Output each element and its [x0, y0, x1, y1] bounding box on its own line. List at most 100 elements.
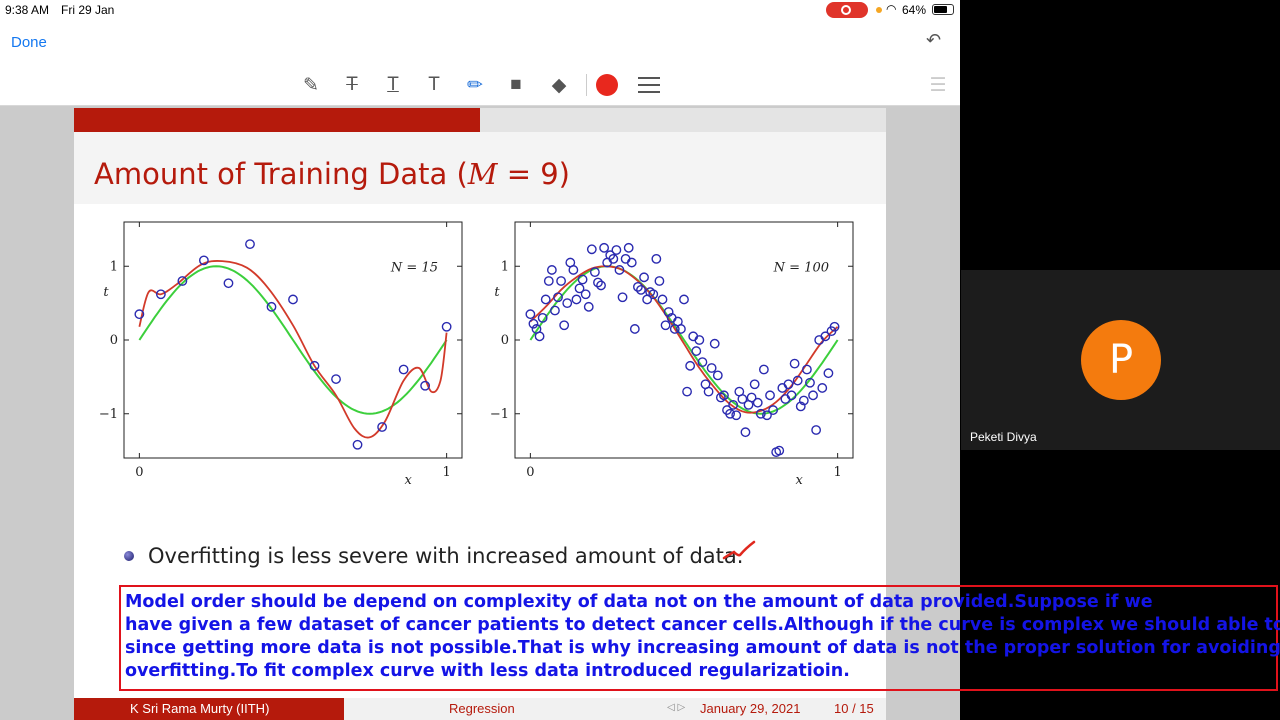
data-point	[155, 289, 166, 300]
data-point	[398, 364, 409, 375]
fitted-polynomial-curve	[138, 260, 448, 439]
list-icon[interactable]: ☰	[929, 74, 947, 96]
red-color-swatch	[596, 74, 618, 96]
data-point	[811, 425, 822, 435]
caption-line: have given a few dataset of cancer patie…	[125, 615, 1280, 635]
x-tick-label: 1	[833, 465, 841, 480]
data-point	[731, 410, 742, 421]
data-point	[792, 375, 803, 386]
data-point	[528, 318, 539, 329]
data-point	[660, 320, 671, 331]
data-point	[633, 282, 643, 292]
data-point	[697, 357, 708, 368]
eraser-icon[interactable]: ◆	[551, 74, 567, 96]
data-point	[309, 360, 320, 371]
data-point	[608, 253, 619, 264]
data-point	[682, 386, 692, 397]
toolbar-divider	[586, 74, 587, 96]
chart-n15: 1 0 −1 0 1 x t N = 15	[99, 221, 463, 488]
participant-tile[interactable]: P Peketi Divya	[961, 270, 1280, 450]
data-point	[586, 244, 597, 255]
data-point	[614, 265, 625, 275]
title-prefix: Amount of Training Data (	[94, 157, 468, 191]
caption-line: since getting more data is not possible.…	[125, 638, 1280, 658]
data-point	[749, 379, 760, 390]
data-point	[774, 445, 785, 456]
data-point	[798, 395, 809, 406]
bullet-icon	[124, 551, 134, 561]
data-point	[685, 360, 696, 371]
data-point	[725, 408, 735, 419]
bullet-item: Overfitting is less severe with increase…	[124, 544, 743, 568]
data-point	[611, 245, 622, 255]
wifi-icon: ◠	[886, 2, 897, 16]
data-point	[223, 278, 234, 289]
data-point	[441, 321, 452, 332]
beamer-nav-icon[interactable]: ◁ ▷	[667, 702, 686, 713]
text-icon[interactable]: T	[428, 74, 440, 95]
strikethrough-text-icon[interactable]: T	[346, 74, 358, 95]
status-date: Fri 29 Jan	[61, 3, 115, 17]
data-point	[568, 265, 579, 275]
data-point	[245, 239, 255, 250]
data-point	[589, 267, 600, 278]
data-point	[645, 287, 656, 297]
data-point	[765, 390, 775, 401]
data-point	[795, 401, 806, 412]
camera-indicator-icon	[876, 7, 882, 13]
data-point	[755, 408, 766, 419]
true-function-curve	[138, 265, 448, 415]
data-point	[709, 338, 720, 349]
chart-n100: 1 0 −1 0 1 x t N = 100	[490, 221, 854, 488]
data-point	[694, 335, 705, 345]
data-point	[543, 276, 554, 286]
data-point	[762, 410, 772, 421]
data-point	[352, 439, 363, 450]
data-point	[752, 397, 763, 408]
data-point	[768, 405, 779, 415]
comment-icon[interactable]: ■	[510, 74, 522, 95]
y-tick-label: 1	[501, 259, 509, 274]
footer-page: 10 / 15	[834, 701, 874, 716]
data-point	[719, 390, 729, 401]
data-point	[525, 309, 536, 320]
data-point	[577, 274, 588, 285]
data-point	[712, 370, 723, 381]
done-button[interactable]: Done	[11, 34, 47, 51]
highlighter-icon[interactable]: ✏	[467, 74, 483, 96]
bullet-text: Overfitting is less severe with increase…	[148, 544, 744, 568]
pen-icon[interactable]: ✎	[303, 74, 319, 96]
slide-title-bar	[74, 132, 886, 204]
battery-icon	[932, 4, 954, 15]
sample-size-label: N = 15	[390, 260, 438, 275]
y-axis-label: t	[103, 285, 109, 300]
screen-recording-icon[interactable]	[826, 2, 868, 18]
pdf-annotation-app: 9:38 AM Fri 29 Jan ◠ 64% Done ↶ ✎ T T T …	[0, 0, 960, 720]
data-point	[639, 272, 649, 283]
data-point	[177, 276, 188, 286]
data-point	[534, 331, 545, 342]
undo-icon[interactable]: ↶	[926, 30, 942, 50]
data-point	[593, 277, 603, 288]
data-point	[758, 364, 769, 375]
line-width-icon[interactable]	[636, 72, 662, 98]
underline-text-icon[interactable]: T	[387, 74, 399, 95]
y-tick-label: 1	[110, 259, 118, 274]
status-bar: 9:38 AM Fri 29 Jan ◠ 64%	[0, 0, 960, 20]
title-suffix: = 9)	[497, 157, 570, 191]
footer-author: K Sri Rama Murty (IITH)	[74, 698, 344, 720]
participant-name: Peketi Divya	[970, 430, 1037, 444]
data-point	[629, 324, 640, 334]
data-point	[737, 394, 748, 404]
checkmark-annotation-icon	[722, 540, 756, 560]
data-point	[562, 298, 573, 309]
data-point	[580, 289, 591, 300]
x-tick-label: 0	[135, 465, 143, 480]
data-point	[623, 242, 634, 253]
data-point	[198, 255, 209, 266]
data-point	[537, 312, 548, 323]
color-picker-button[interactable]	[594, 72, 620, 98]
x-tick-label: 1	[442, 465, 450, 480]
footer-date: January 29, 2021	[700, 701, 801, 716]
